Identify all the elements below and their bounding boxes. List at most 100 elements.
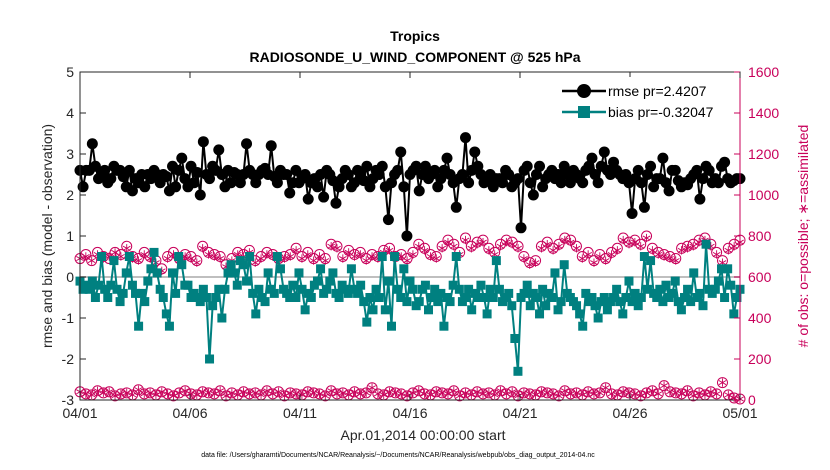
assimilated-obs-marker <box>117 252 125 261</box>
bias-point <box>390 252 400 261</box>
assimilated-obs-marker-low <box>683 386 692 395</box>
rmse-point <box>635 177 647 189</box>
bias-point <box>396 293 406 302</box>
bias-point <box>152 268 162 278</box>
possible-obs-marker-low <box>331 388 343 400</box>
rmse-point <box>194 189 206 201</box>
bias-point <box>729 309 739 319</box>
rmse-point <box>160 171 172 183</box>
rmse-point <box>265 140 277 152</box>
possible-obs-marker-low <box>249 387 261 399</box>
possible-obs-marker-low <box>506 386 518 398</box>
rmse-point <box>342 169 354 180</box>
rmse-point <box>188 177 200 189</box>
assimilated-obs-marker-low <box>239 387 248 396</box>
bias-point <box>127 280 137 290</box>
bias-point <box>538 284 548 294</box>
bias-point <box>673 297 683 307</box>
assimilated-obs-marker <box>712 250 721 259</box>
assimilated-obs-marker <box>566 237 575 247</box>
assimilated-obs-marker-low <box>122 388 131 398</box>
possible-obs-marker-low <box>664 386 676 398</box>
assimilated-obs-marker <box>666 254 674 263</box>
assimilated-obs-marker <box>134 256 143 265</box>
bias-point <box>316 264 326 274</box>
assimilated-obs-marker <box>619 235 628 245</box>
rmse-point <box>441 152 453 164</box>
bias-point <box>479 293 489 302</box>
assimilated-obs-marker <box>630 237 639 247</box>
bias-point <box>599 293 609 302</box>
bias-point <box>541 301 551 311</box>
assimilated-obs-marker <box>479 237 487 247</box>
assimilated-obs-marker <box>496 242 505 251</box>
possible-obs-marker-low <box>512 390 524 402</box>
bias-point <box>716 264 726 274</box>
rmse-point <box>348 177 360 189</box>
assimilated-obs-marker-low <box>111 391 119 401</box>
possible-obs-marker-low <box>144 387 156 399</box>
possible-obs-marker-low <box>325 385 337 397</box>
assimilated-obs-marker <box>251 258 260 267</box>
assimilated-obs-marker-low <box>584 387 593 396</box>
possible-obs-marker-low <box>606 388 618 400</box>
y-tick-label-right: 600 <box>748 269 772 285</box>
possible-obs-marker-low <box>267 388 279 400</box>
legend-bias-label: bias pr=-0.32047 <box>608 104 714 120</box>
rmse-point <box>691 164 703 176</box>
possible-obs-marker-low <box>366 382 378 394</box>
bias-point <box>356 280 366 290</box>
rmse-point <box>271 177 283 189</box>
bias-point <box>642 284 652 294</box>
rmse-point <box>497 177 509 189</box>
possible-obs-marker-low <box>238 386 250 398</box>
possible-obs-marker-low <box>500 388 512 400</box>
bias-point <box>513 366 523 376</box>
bias-point <box>491 256 501 266</box>
assimilated-obs-marker-low <box>660 381 668 390</box>
bias-point <box>220 284 230 294</box>
rmse-point <box>586 152 598 164</box>
bias-point <box>205 354 215 364</box>
assimilated-obs-marker <box>677 246 686 255</box>
assimilated-obs-marker-low <box>257 390 265 400</box>
assimilated-obs-marker <box>572 244 581 253</box>
possible-obs-marker-low <box>290 388 302 400</box>
possible-obs-marker-low <box>97 387 109 399</box>
bias-point <box>328 268 338 278</box>
bias-point <box>260 297 270 307</box>
assimilated-obs-marker-low <box>461 388 470 398</box>
possible-obs-marker-low <box>419 388 431 400</box>
rmse-point <box>299 169 311 180</box>
possible-obs-marker-low <box>541 387 553 399</box>
bias-point <box>208 301 218 311</box>
bias-point <box>362 317 372 327</box>
assimilated-obs-marker-low <box>397 389 406 399</box>
possible-obs-marker-low <box>103 386 115 398</box>
rmse-point <box>527 189 539 201</box>
rmse-point <box>460 132 472 144</box>
assimilated-obs-marker <box>508 240 517 249</box>
assimilated-obs-marker <box>683 244 692 253</box>
assimilated-obs-marker <box>309 256 318 265</box>
bias-point <box>726 280 736 290</box>
bias-point <box>263 268 273 278</box>
rmse-point <box>577 177 589 189</box>
possible-obs-marker-low <box>156 386 168 398</box>
bias-point <box>285 293 295 302</box>
assimilated-obs-marker-low <box>268 389 277 399</box>
possible-obs-marker-low <box>495 385 507 397</box>
rmse-point <box>311 181 323 193</box>
assimilated-obs-marker-low <box>315 389 324 399</box>
rmse-point <box>284 187 296 199</box>
bias-point <box>155 284 165 294</box>
bias-point <box>485 284 495 294</box>
y-tick-label-left: -3 <box>62 392 75 408</box>
possible-obs-marker-low <box>518 387 530 399</box>
bias-point <box>374 293 384 302</box>
bias-point <box>661 280 671 290</box>
bias-point <box>346 264 356 274</box>
rmse-point <box>697 173 709 185</box>
assimilated-obs-marker <box>187 254 195 263</box>
bias-point <box>424 305 434 315</box>
